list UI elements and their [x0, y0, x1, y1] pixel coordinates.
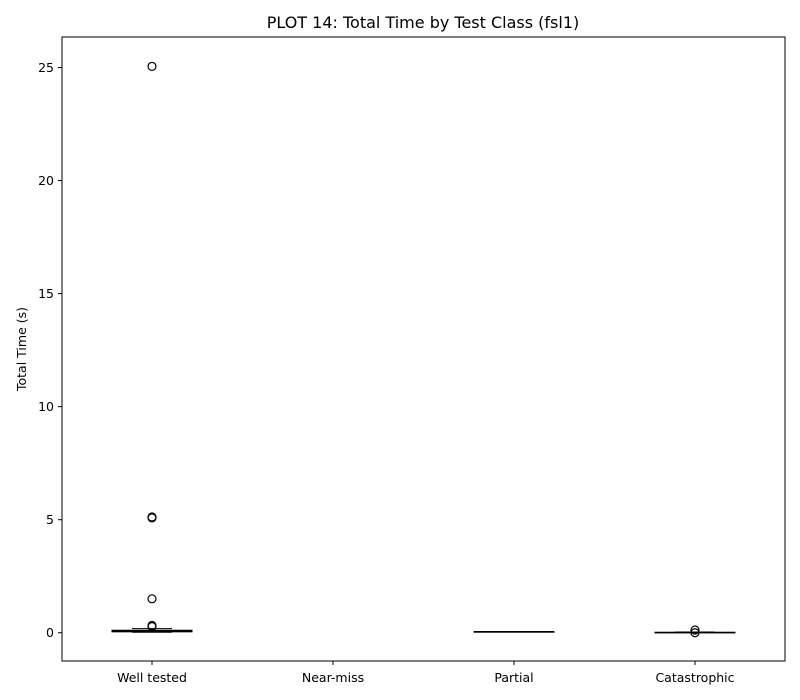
y-axis-title: Total Time (s) [14, 307, 29, 392]
x-tick-label: Partial [494, 670, 533, 685]
y-tick-label: 20 [38, 173, 54, 188]
outlier-point [147, 513, 157, 523]
box-well-tested [111, 61, 193, 633]
y-tick-label: 5 [46, 512, 54, 527]
outlier-point [147, 61, 157, 71]
outlier-point [690, 628, 700, 638]
outlier-point [690, 625, 700, 635]
x-tick-label: Catastrophic [655, 670, 734, 685]
chart-title: PLOT 14: Total Time by Test Class (fsl1) [267, 13, 580, 32]
y-tick-label: 15 [38, 286, 54, 301]
plot-marks [111, 61, 736, 638]
x-tick-label: Well tested [117, 670, 187, 685]
x-tick-label: Near-miss [302, 670, 364, 685]
outlier-point [147, 594, 157, 604]
y-tick-label: 25 [38, 60, 54, 75]
box-partial [473, 631, 555, 633]
y-tick-label: 10 [38, 399, 54, 414]
y-tick-label: 0 [46, 625, 54, 640]
outlier-point [147, 622, 157, 632]
axis-ticks: 0 5 10 15 20 25 Well tested Near-miss Partial Cat… [38, 60, 735, 685]
box-catastrophic [654, 625, 736, 638]
plot-frame [61, 36, 786, 662]
